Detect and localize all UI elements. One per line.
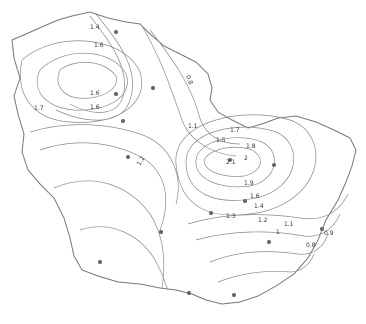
contour-label: 1.9 [244, 180, 254, 187]
station-point [114, 92, 118, 96]
contour-label: 1.7 [34, 105, 44, 112]
contour-label: 1.6 [90, 90, 100, 97]
station-point [243, 199, 247, 203]
contour-label: 0.8 [184, 74, 194, 86]
contour-label: 0.8 [306, 242, 316, 249]
contour-label: 1.6 [94, 42, 104, 49]
contour-label: 1 [276, 229, 280, 236]
contour-label: 1.8 [246, 143, 256, 150]
contour-label: 1.1 [284, 221, 294, 228]
station-point [320, 227, 324, 231]
contour-label: 1.6 [90, 104, 100, 111]
contour-label: 1.4 [90, 24, 100, 31]
station-point [126, 155, 130, 159]
basin-outline [11, 11, 357, 305]
contour-label: 2 [244, 155, 248, 162]
contour-label: 1.6 [250, 193, 260, 200]
contour-label: 1.1 [188, 123, 198, 130]
station-point [228, 158, 232, 162]
station-point [187, 291, 191, 295]
contour-label: 1.5 [216, 137, 226, 144]
contour-labels: 1.4 1.6 0.8 1.6 1.7 1.6 1.1 1.5 1.7 1.8 … [34, 24, 334, 249]
station-point [114, 30, 118, 34]
contour-label: 2.1 [226, 159, 236, 166]
contour-label: 1.7 [230, 127, 240, 134]
contour-label: 0.9 [324, 230, 334, 237]
contour-label: 1.2 [258, 217, 268, 224]
station-point [159, 230, 163, 234]
station-point [272, 163, 276, 167]
contour-lines [20, 13, 349, 291]
contour-label: 1.3 [226, 213, 236, 220]
station-points [98, 30, 324, 297]
contour-label: 1.2 [136, 155, 147, 167]
station-point [151, 86, 155, 90]
station-point [267, 240, 271, 244]
station-point [121, 119, 125, 123]
station-point [232, 293, 236, 297]
contour-label: 1.4 [254, 203, 264, 210]
station-point [98, 260, 102, 264]
station-point [209, 211, 213, 215]
